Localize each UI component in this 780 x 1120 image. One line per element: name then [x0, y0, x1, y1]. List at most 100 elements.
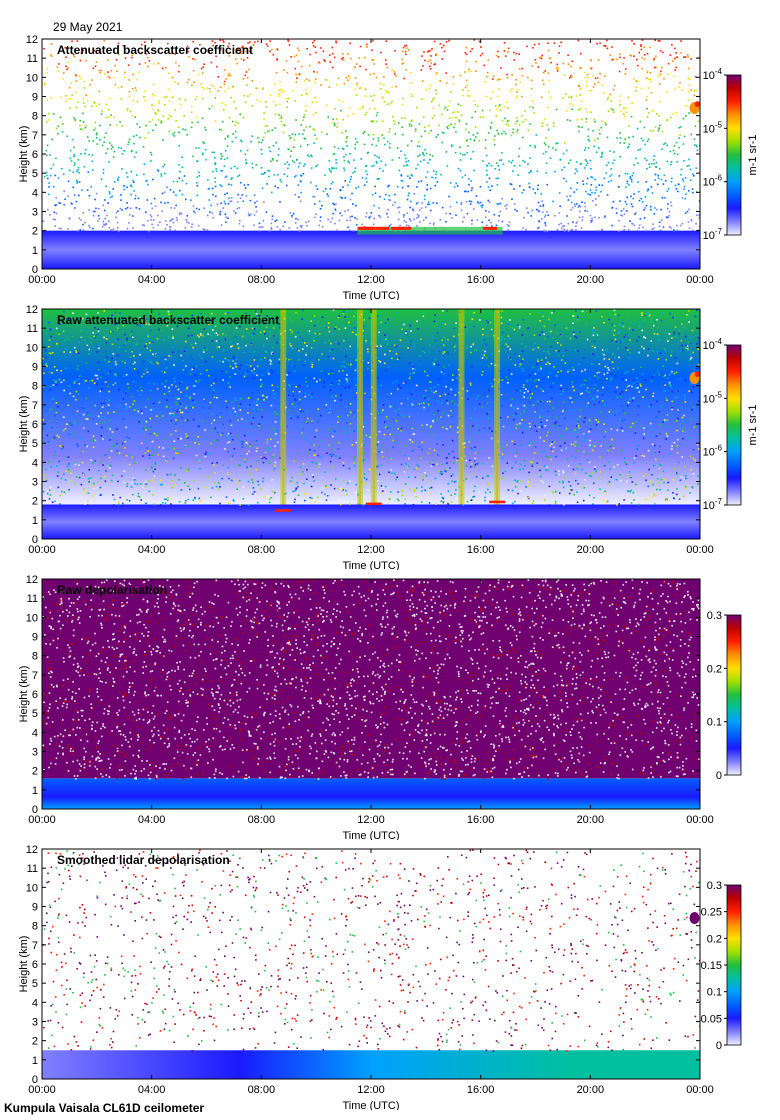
y-tick-label: 12: [26, 574, 38, 586]
y-tick-label: 1: [32, 245, 38, 257]
panel-title: Attenuated backscatter coefficient: [57, 43, 253, 57]
x-tick-label: 08:00: [248, 814, 276, 826]
y-tick-label: 5: [32, 978, 38, 990]
heatmap-field: [42, 579, 700, 809]
colorbar: [726, 884, 742, 1046]
y-tick-label: 3: [32, 477, 38, 489]
colorbar-tick-label: 10-5: [703, 390, 723, 405]
panel-title: Raw depolarisation: [57, 583, 167, 597]
y-tick-label: 5: [32, 438, 38, 450]
colorbar-tick-label: 0: [716, 1040, 722, 1052]
boundary-layer-band: [42, 778, 700, 809]
cloud-base-mark: [489, 500, 506, 504]
y-tick-label: 7: [32, 940, 38, 952]
heatmap-field: [42, 39, 700, 269]
x-tick-label: 00:00: [28, 814, 56, 826]
cloud-streak-core: [282, 309, 285, 505]
y-tick-label: 9: [32, 362, 38, 374]
y-tick-label: 11: [27, 323, 38, 335]
cloud-streak-core: [496, 309, 499, 505]
x-tick-label: 20:00: [577, 274, 605, 286]
cloud-core: [360, 226, 375, 230]
panel-raw-depolarisation: 0 1 2 3 4 5 6 7 8 9 10 11 12 00:00 04:00 08:00 12:00 16:0…: [0, 570, 780, 840]
x-tick-label: 08:00: [248, 544, 276, 556]
y-tick-label: 6: [32, 149, 38, 161]
x-tick-label: 20:00: [577, 544, 605, 556]
x-axis-label: Time (UTC): [342, 290, 399, 300]
y-tick-label: 1: [32, 785, 38, 797]
colorbar-tick-label: 0: [716, 770, 722, 782]
x-axis-label: Time (UTC): [342, 560, 399, 570]
y-tick-label: 9: [32, 92, 38, 104]
colorbar: [726, 614, 742, 776]
y-tick-label: 10: [26, 882, 38, 894]
y-tick-label: 6: [32, 419, 38, 431]
y-tick-label: 3: [32, 747, 38, 759]
y-tick-label: 9: [32, 902, 38, 914]
y-tick-label: 12: [26, 844, 38, 856]
y-tick-label: 2: [32, 766, 38, 778]
y-tick-label: 11: [27, 863, 38, 875]
colorbar-tick-label: 0.25: [701, 907, 722, 919]
colorbar-tick-label: 10-4: [703, 337, 723, 352]
x-tick-label: 04:00: [138, 814, 166, 826]
y-tick-label: 0: [32, 264, 38, 276]
cloud-base-mark: [365, 502, 382, 506]
colorbar-tick-label: 0.3: [707, 610, 722, 622]
colorbar-tick-label: 10-4: [703, 67, 723, 82]
y-tick-label: 6: [32, 959, 38, 971]
y-tick-label: 4: [32, 997, 38, 1009]
y-tick-label: 5: [32, 168, 38, 180]
colorbar: [726, 74, 742, 236]
aerosol-hotspot-core: [694, 101, 700, 108]
y-tick-label: 7: [32, 670, 38, 682]
boundary-layer-band: [42, 1050, 700, 1079]
colorbar-tick-label: 0.2: [707, 933, 722, 945]
colorbar-tick-label: 10-7: [703, 497, 723, 512]
panel-title: Raw attenuated backscatter coefficient: [57, 313, 279, 327]
x-tick-label: 12:00: [357, 814, 385, 826]
x-tick-label: 00:00: [686, 814, 714, 826]
colorbar-tick-label: 0.1: [707, 717, 722, 729]
cloud-streak-core: [359, 309, 362, 505]
y-tick-label: 8: [32, 921, 38, 933]
colorbar-tick-label: 10-6: [703, 444, 723, 459]
y-tick-label: 2: [32, 1036, 38, 1048]
cloud-core: [391, 226, 406, 230]
y-tick-label: 10: [26, 612, 38, 624]
cloud-layer: [357, 226, 503, 235]
noise-background: [42, 579, 700, 779]
colorbar-tick-label: 10-6: [703, 174, 723, 189]
y-tick-label: 0: [32, 534, 38, 546]
y-axis-label: Height (km): [18, 396, 30, 453]
y-tick-label: 9: [32, 632, 38, 644]
colorbar-tick-label: 0.05: [701, 1013, 722, 1025]
panel-title: Smoothed lidar depolarisation: [57, 853, 230, 867]
x-tick-label: 00:00: [28, 274, 56, 286]
x-tick-label: 08:00: [248, 1084, 276, 1096]
y-tick-label: 3: [32, 1017, 38, 1029]
y-tick-label: 7: [32, 400, 38, 412]
y-tick-label: 2: [32, 496, 38, 508]
panel-raw-attenuated-backscatter: 0 1 2 3 4 5 6 7 8 9 10 11 12 00:00 04:00 08:00 12:00 16:0…: [0, 300, 780, 570]
boundary-layer-band: [42, 504, 700, 539]
y-axis-label: Height (km): [18, 126, 30, 183]
cloud-base-mark: [275, 509, 292, 512]
panel-smoothed-lidar-depolarisation: 0 1 2 3 4 5 6 7 8 9 10 11 12 00:00 04:00 08:00 12:00 16:0…: [0, 840, 780, 1110]
cloud-core: [375, 226, 390, 230]
colorbar-tick-label: 0.2: [707, 663, 722, 675]
x-axis-label: Time (UTC): [342, 830, 399, 840]
colorbar-tick-label: 10-7: [703, 227, 723, 242]
y-tick-label: 8: [32, 381, 38, 393]
x-tick-label: 12:00: [357, 274, 385, 286]
colorbar: [726, 344, 742, 506]
colorbar-unit: m-1 sr-1: [747, 405, 759, 446]
y-tick-label: 6: [32, 689, 38, 701]
x-tick-label: 16:00: [467, 274, 495, 286]
y-tick-label: 1: [32, 515, 38, 527]
y-tick-label: 10: [26, 342, 38, 354]
cloud-streak-core: [372, 309, 375, 505]
date-label: 29 May 2021: [53, 20, 123, 34]
